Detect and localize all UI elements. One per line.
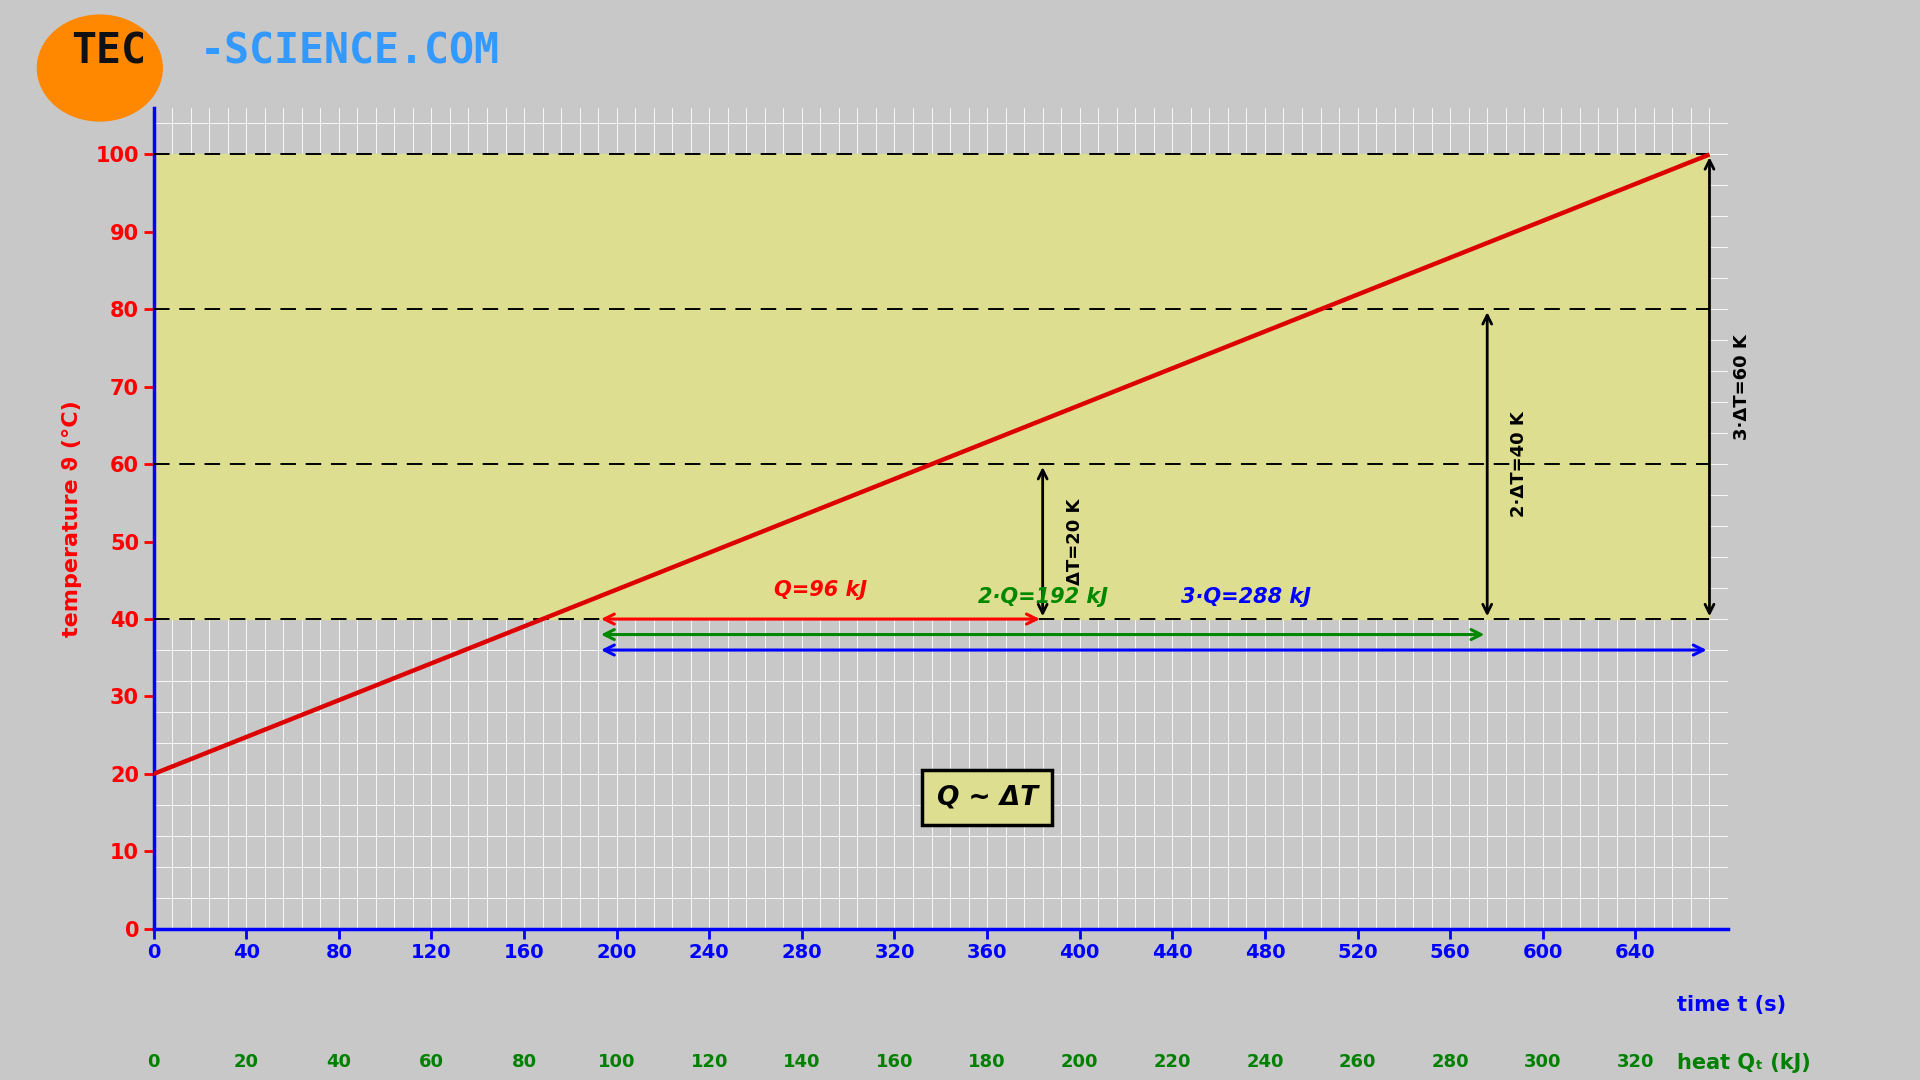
Text: 140: 140 (783, 1053, 820, 1070)
Text: 0: 0 (148, 1053, 159, 1070)
Text: 100: 100 (597, 1053, 636, 1070)
Text: 240: 240 (1246, 1053, 1284, 1070)
Text: time t (s): time t (s) (1676, 995, 1786, 1014)
Text: TEC: TEC (71, 30, 146, 72)
Text: 120: 120 (691, 1053, 728, 1070)
Text: 220: 220 (1154, 1053, 1190, 1070)
Text: ΔT=20 K: ΔT=20 K (1066, 499, 1083, 584)
Text: 60: 60 (419, 1053, 444, 1070)
Text: 80: 80 (511, 1053, 536, 1070)
Y-axis label: temperature ϑ (°C): temperature ϑ (°C) (61, 400, 83, 637)
Text: 320: 320 (1617, 1053, 1655, 1070)
Text: -SCIENCE.COM: -SCIENCE.COM (200, 30, 499, 72)
Text: 160: 160 (876, 1053, 914, 1070)
Text: 260: 260 (1338, 1053, 1377, 1070)
Text: 3·ΔT=60 K: 3·ΔT=60 K (1732, 334, 1751, 440)
Text: 200: 200 (1062, 1053, 1098, 1070)
Text: 180: 180 (968, 1053, 1006, 1070)
Text: 3·Q=288 kJ: 3·Q=288 kJ (1181, 588, 1311, 607)
Text: 40: 40 (326, 1053, 351, 1070)
Text: 2·Q=192 kJ: 2·Q=192 kJ (977, 588, 1108, 607)
Text: Q ~ ΔT: Q ~ ΔT (937, 784, 1037, 810)
Text: 20: 20 (234, 1053, 259, 1070)
Text: heat Qₜ (kJ): heat Qₜ (kJ) (1676, 1053, 1811, 1072)
Text: 280: 280 (1430, 1053, 1469, 1070)
Text: Q=96 kJ: Q=96 kJ (774, 580, 868, 599)
Text: 2·ΔT=40 K: 2·ΔT=40 K (1511, 411, 1528, 517)
Text: 300: 300 (1524, 1053, 1561, 1070)
